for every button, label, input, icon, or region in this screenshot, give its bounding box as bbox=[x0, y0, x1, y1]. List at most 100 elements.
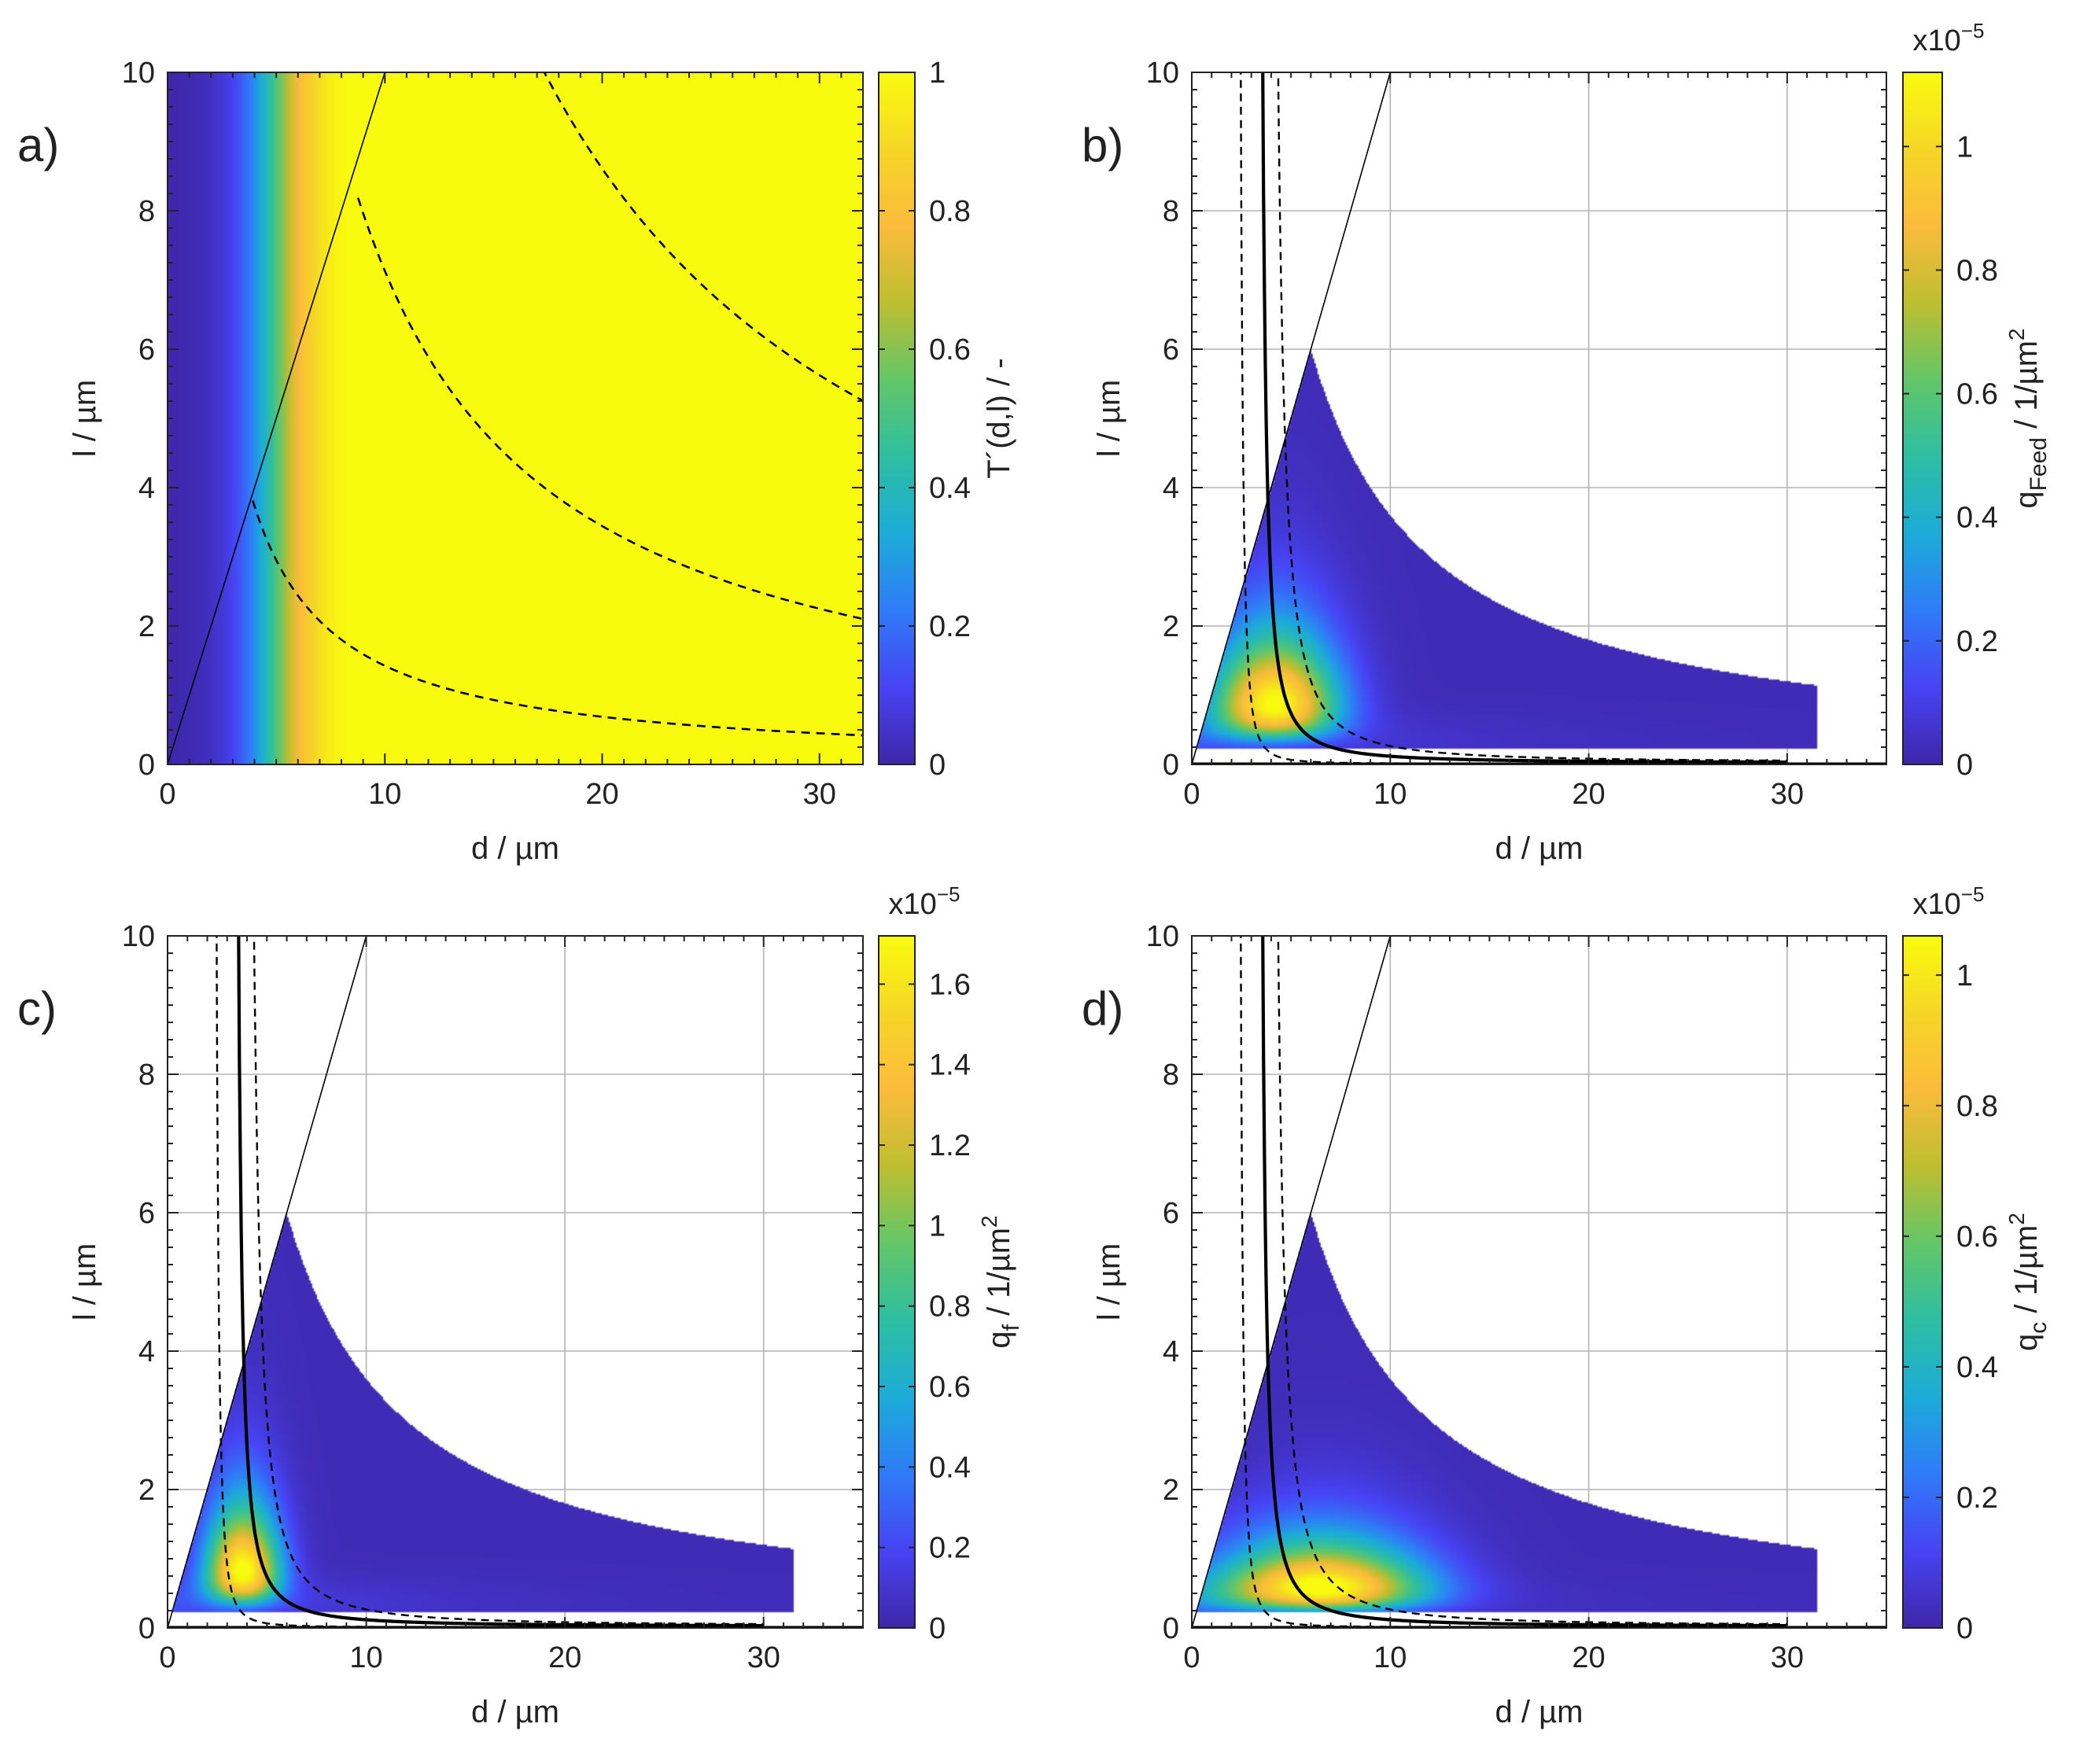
colorbar-tick-label: 0.4 bbox=[1956, 502, 1998, 535]
heatmap bbox=[168, 936, 863, 1628]
y-tick-label: 0 bbox=[138, 1612, 155, 1645]
colorbar-label: qc / 1/µm2 bbox=[2004, 1213, 2052, 1351]
colorbar-exponent: x10−5 bbox=[889, 882, 961, 921]
ticks bbox=[1191, 935, 1887, 1629]
colorbar-tick-label: 0.2 bbox=[929, 610, 971, 643]
y-axis-label: l / µm bbox=[1092, 380, 1126, 458]
colorbar-exponent: x10−5 bbox=[1913, 19, 1985, 57]
y-tick-label: 2 bbox=[138, 610, 155, 643]
panel-d: 0 10 20 30 0 2 4 6 8 10 d / µm l / µm d) 0 0.2 0.4 0.6 0.… bbox=[1082, 882, 2052, 1729]
y-tick-label: 6 bbox=[1163, 333, 1179, 366]
panel-a: 0 10 20 30 0 2 4 6 8 10 d / µm l / µm a) 0 0.2 0.4 0.6 0.… bbox=[17, 57, 1016, 866]
y-tick-label: 6 bbox=[138, 1197, 155, 1230]
colorbar-tick-label: 0.2 bbox=[1956, 1482, 1998, 1515]
colorbar-tick-label: 0.8 bbox=[1956, 254, 1998, 287]
y-tick-label: 6 bbox=[1163, 1197, 1179, 1230]
panel-c: 0 10 20 30 0 2 4 6 8 10 d / µm l / µm c) 0 0.2 0.4 0.6 0.… bbox=[17, 882, 1024, 1729]
ticks bbox=[167, 935, 864, 1629]
colorbar-tick-label: 0.2 bbox=[929, 1532, 971, 1565]
colorbar: 0 0.2 0.4 0.6 0.8 1 T´(d,l) / - bbox=[878, 57, 1016, 782]
colorbar-tick-label: 0 bbox=[929, 749, 946, 782]
colorbar-tick-label: 1 bbox=[929, 57, 946, 90]
colorbar-tick-label: 0.8 bbox=[929, 1291, 971, 1324]
x-tick-label: 10 bbox=[368, 778, 401, 811]
colorbar-tick-label: 0 bbox=[1956, 1612, 1973, 1645]
solid-curve bbox=[1261, 72, 1787, 764]
colorbar-tick-label: 0 bbox=[1956, 749, 1973, 782]
y-tick-label: 8 bbox=[138, 1059, 155, 1092]
colorbar-gradient bbox=[878, 935, 916, 1629]
diagonal-line bbox=[168, 936, 367, 1628]
y-tick-label: 8 bbox=[1163, 1059, 1179, 1092]
x-tick-label: 0 bbox=[159, 1641, 175, 1674]
dashed-curve bbox=[252, 500, 863, 737]
colorbar-tick-label: 0.8 bbox=[1956, 1090, 1998, 1123]
ticks bbox=[1191, 72, 1887, 765]
y-tick-label: 0 bbox=[1163, 749, 1179, 782]
colorbar: 0 0.2 0.4 0.6 0.8 1 x10−5 qFeed / 1/µm2 bbox=[1902, 19, 2052, 782]
colorbar-tick-label: 1.6 bbox=[929, 968, 971, 1001]
dashed-curve-right bbox=[1277, 72, 1787, 762]
colorbar-gradient bbox=[1902, 72, 1943, 765]
x-tick-label: 0 bbox=[1183, 1641, 1200, 1674]
colorbar-gradient bbox=[1902, 935, 1943, 1629]
x-tick-label: 10 bbox=[1373, 1641, 1407, 1674]
y-tick-label: 8 bbox=[1163, 195, 1179, 228]
diagonal-line bbox=[1192, 936, 1392, 1628]
diagonal-line bbox=[168, 72, 386, 764]
solid-curve bbox=[1261, 936, 1787, 1628]
panel-label: d) bbox=[1082, 982, 1123, 1035]
x-tick-label: 10 bbox=[1373, 778, 1407, 811]
colorbar-tick-label: 0.6 bbox=[1956, 378, 1998, 411]
colorbar-tick-label: 1 bbox=[929, 1210, 946, 1243]
colorbar-label: qFeed / 1/µm2 bbox=[2004, 328, 2052, 508]
x-tick-label: 30 bbox=[1771, 778, 1804, 811]
y-axis-label: l / µm bbox=[68, 380, 102, 458]
panel-label: a) bbox=[17, 119, 59, 171]
dashed-curve-right bbox=[1277, 936, 1787, 1626]
x-tick-label: 10 bbox=[349, 1641, 382, 1674]
colorbar-label: qf / 1/µm2 bbox=[977, 1215, 1024, 1348]
y-tick-label: 2 bbox=[1163, 1474, 1179, 1507]
y-tick-label: 4 bbox=[1163, 472, 1179, 505]
y-tick-label: 8 bbox=[138, 195, 155, 228]
x-tick-label: 30 bbox=[803, 778, 836, 811]
colorbar-tick-label: 1 bbox=[1956, 959, 1973, 992]
y-tick-label: 10 bbox=[122, 920, 155, 953]
colorbar-tick-label: 0 bbox=[929, 1612, 946, 1645]
heatmap bbox=[1192, 936, 1886, 1628]
y-tick-label: 0 bbox=[138, 749, 155, 782]
solid-curve bbox=[237, 936, 764, 1628]
curves bbox=[168, 72, 863, 764]
panel-b: 0 10 20 30 0 2 4 6 8 10 d / µm l / µm b) 0 0.2 0.4 0.6 0.… bbox=[1082, 19, 2052, 866]
x-tick-label: 0 bbox=[159, 778, 175, 811]
dashed-curve-right bbox=[253, 936, 764, 1626]
x-tick-label: 30 bbox=[747, 1641, 780, 1674]
x-tick-label: 20 bbox=[548, 1641, 581, 1674]
colorbar-tick-label: 0.4 bbox=[929, 472, 971, 505]
y-tick-label: 2 bbox=[138, 1474, 155, 1507]
diagonal-line bbox=[1192, 72, 1392, 764]
colorbar: 0 0.2 0.4 0.6 0.8 1 x10−5 qc / 1/µm2 bbox=[1902, 882, 2052, 1645]
heatmap bbox=[1192, 72, 1886, 764]
colorbar: 0 0.2 0.4 0.6 0.8 1 1.2 1.4 1.6 x10−5 qf / 1/µm2 bbox=[878, 882, 1024, 1645]
panel-label: c) bbox=[17, 982, 57, 1035]
y-tick-label: 10 bbox=[122, 57, 155, 90]
y-tick-label: 10 bbox=[1146, 57, 1179, 90]
x-tick-label: 0 bbox=[1183, 778, 1200, 811]
colorbar-tick-label: 1.4 bbox=[929, 1049, 971, 1082]
y-tick-label: 4 bbox=[138, 472, 155, 505]
colorbar-exponent: x10−5 bbox=[1913, 882, 1985, 921]
x-tick-label: 20 bbox=[1572, 778, 1605, 811]
x-axis-label: d / µm bbox=[471, 831, 559, 866]
x-axis-label: d / µm bbox=[471, 1695, 559, 1729]
colorbar-tick-label: 0.6 bbox=[929, 1371, 971, 1404]
colorbar-tick-label: 1 bbox=[1956, 131, 1973, 164]
colorbar-tick-label: 1.2 bbox=[929, 1129, 971, 1162]
y-axis-label: l / µm bbox=[1092, 1243, 1126, 1321]
y-tick-label: 4 bbox=[138, 1335, 155, 1368]
x-tick-label: 20 bbox=[585, 778, 618, 811]
colorbar-tick-label: 0.6 bbox=[1956, 1221, 1998, 1254]
x-tick-label: 30 bbox=[1771, 1641, 1804, 1674]
x-axis-label: d / µm bbox=[1495, 831, 1584, 866]
